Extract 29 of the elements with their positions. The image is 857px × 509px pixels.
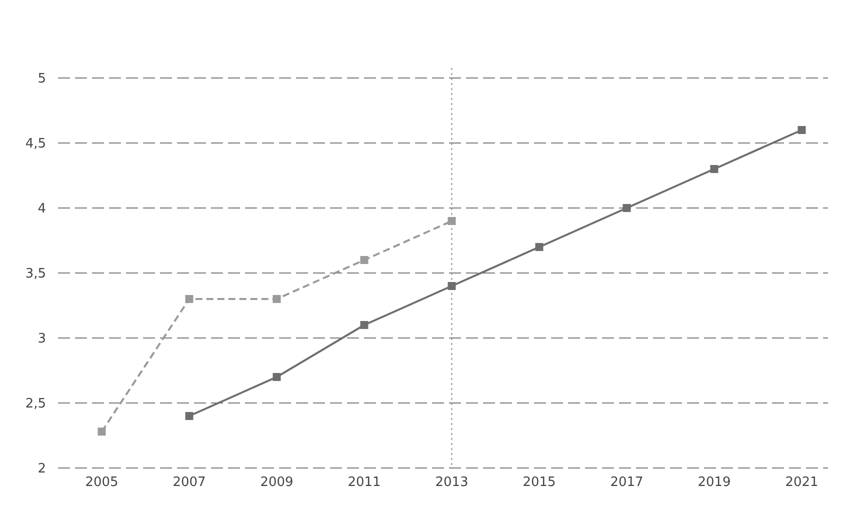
point (535, 243, 544, 251)
x-tick-label: 2011 (348, 475, 381, 490)
point (798, 126, 806, 134)
point (272, 295, 281, 303)
y-tick-label: 4 (38, 202, 46, 217)
point (448, 217, 456, 225)
x-tick-label: 2013 (435, 475, 468, 490)
x-tick-label: 2019 (698, 475, 731, 490)
y-tick-label: 3 (38, 332, 46, 347)
y-tick-label: 2,5 (25, 396, 46, 412)
y-tick-label: 4,5 (25, 136, 46, 152)
point (98, 428, 106, 436)
y-tick-label: 2 (38, 462, 46, 477)
x-tick-label: 2021 (785, 475, 818, 490)
x-tick-label: 2005 (85, 475, 118, 490)
point (185, 412, 194, 420)
x-tick-label: 2015 (522, 475, 556, 490)
y-tick-label: 5 (38, 72, 46, 87)
x-tick-label: 2009 (260, 475, 294, 490)
x-tick-label: 2007 (172, 475, 206, 490)
point (448, 282, 456, 290)
x-tick-label: 2017 (610, 475, 644, 490)
point (185, 295, 194, 303)
y-tick-label: 3,5 (25, 266, 46, 282)
point (360, 321, 368, 329)
point (360, 256, 368, 264)
point (272, 373, 281, 381)
point (710, 165, 718, 173)
point (622, 204, 631, 212)
